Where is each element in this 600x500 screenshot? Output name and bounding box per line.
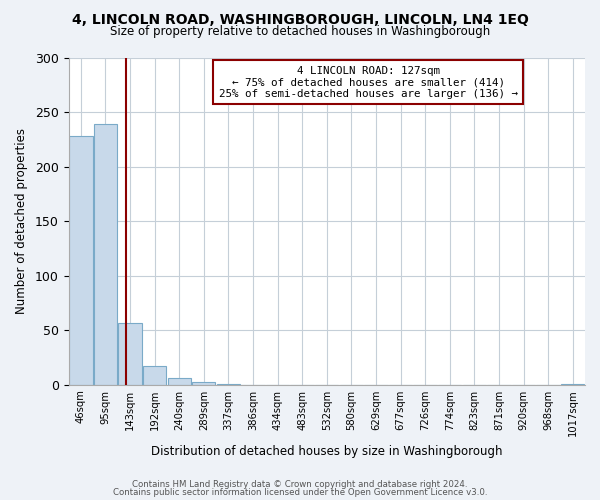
X-axis label: Distribution of detached houses by size in Washingborough: Distribution of detached houses by size … — [151, 444, 503, 458]
Bar — [143, 366, 166, 384]
Text: Size of property relative to detached houses in Washingborough: Size of property relative to detached ho… — [110, 25, 490, 38]
Text: 4 LINCOLN ROAD: 127sqm
← 75% of detached houses are smaller (414)
25% of semi-de: 4 LINCOLN ROAD: 127sqm ← 75% of detached… — [218, 66, 518, 99]
Bar — [69, 136, 92, 384]
Text: Contains HM Land Registry data © Crown copyright and database right 2024.: Contains HM Land Registry data © Crown c… — [132, 480, 468, 489]
Y-axis label: Number of detached properties: Number of detached properties — [15, 128, 28, 314]
Text: Contains public sector information licensed under the Open Government Licence v3: Contains public sector information licen… — [113, 488, 487, 497]
Bar — [167, 378, 191, 384]
Bar — [192, 382, 215, 384]
Bar — [94, 124, 117, 384]
Bar — [118, 322, 142, 384]
Text: 4, LINCOLN ROAD, WASHINGBOROUGH, LINCOLN, LN4 1EQ: 4, LINCOLN ROAD, WASHINGBOROUGH, LINCOLN… — [71, 12, 529, 26]
